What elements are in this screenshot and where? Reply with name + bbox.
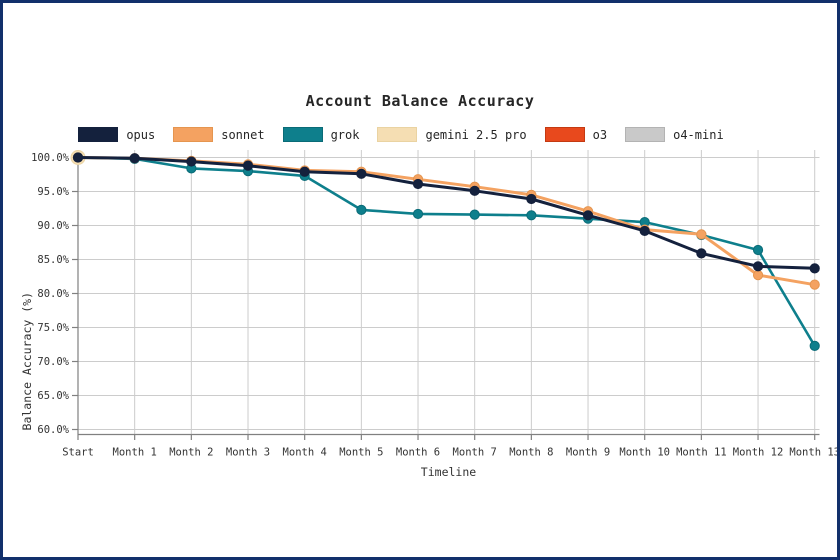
legend-label-gemini-2-5-pro: gemini 2.5 pro xyxy=(425,127,527,142)
svg-text:75.0%: 75.0% xyxy=(37,322,69,334)
legend-item-o4-mini: o4-mini xyxy=(625,127,724,142)
legend-label-o4-mini: o4-mini xyxy=(673,127,724,142)
legend-item-gemini-2-5-pro: gemini 2.5 pro xyxy=(377,127,527,142)
legend-swatch-gemini-2-5-pro xyxy=(377,127,418,142)
svg-text:70.0%: 70.0% xyxy=(37,356,69,368)
svg-text:Month 12: Month 12 xyxy=(733,447,784,459)
svg-text:Month 6: Month 6 xyxy=(396,447,440,459)
svg-text:Month 1: Month 1 xyxy=(113,447,157,459)
x-axis-title: Timeline xyxy=(420,465,477,479)
legend-label-sonnet: sonnet xyxy=(221,127,265,142)
legend-item-grok: grok xyxy=(282,127,360,142)
svg-text:Month 4: Month 4 xyxy=(283,447,327,459)
svg-text:80.0%: 80.0% xyxy=(37,288,69,300)
svg-text:Month 10: Month 10 xyxy=(619,447,670,459)
chart-title: Account Balance Accuracy xyxy=(305,92,535,110)
svg-text:95.0%: 95.0% xyxy=(37,186,69,198)
svg-text:100.0%: 100.0% xyxy=(31,152,70,164)
svg-text:Month 13: Month 13 xyxy=(789,447,837,459)
svg-text:60.0%: 60.0% xyxy=(37,424,69,436)
legend-swatch-sonnet xyxy=(173,127,214,142)
svg-text:65.0%: 65.0% xyxy=(37,390,69,402)
line-chart-plot-area: Start Month 1 Month 2 Month 3 Month 4 Month 5… xyxy=(31,150,837,459)
svg-text:Start: Start xyxy=(62,447,94,459)
legend-swatch-o4-mini xyxy=(625,127,666,142)
legend: opus sonnet grok gemini 2.5 pro o3 o4-mi… xyxy=(3,127,818,142)
legend-swatch-opus xyxy=(78,127,119,142)
svg-text:Month 9: Month 9 xyxy=(566,447,610,459)
svg-text:Month 3: Month 3 xyxy=(226,447,270,459)
legend-item-o3: o3 xyxy=(544,127,608,142)
legend-label-o3: o3 xyxy=(592,127,608,142)
svg-text:Month 8: Month 8 xyxy=(509,447,553,459)
svg-text:90.0%: 90.0% xyxy=(37,220,69,232)
legend-swatch-grok xyxy=(282,127,323,142)
svg-text:Month 2: Month 2 xyxy=(169,447,213,459)
legend-item-sonnet: sonnet xyxy=(173,127,265,142)
svg-text:Month 5: Month 5 xyxy=(339,447,383,459)
legend-label-opus: opus xyxy=(126,127,156,142)
svg-text:85.0%: 85.0% xyxy=(37,254,69,266)
legend-swatch-o3 xyxy=(544,127,585,142)
svg-text:Month 11: Month 11 xyxy=(676,447,727,459)
legend-item-opus: opus xyxy=(78,127,155,142)
legend-label-grok: grok xyxy=(330,127,360,142)
svg-text:Month 7: Month 7 xyxy=(453,447,497,459)
